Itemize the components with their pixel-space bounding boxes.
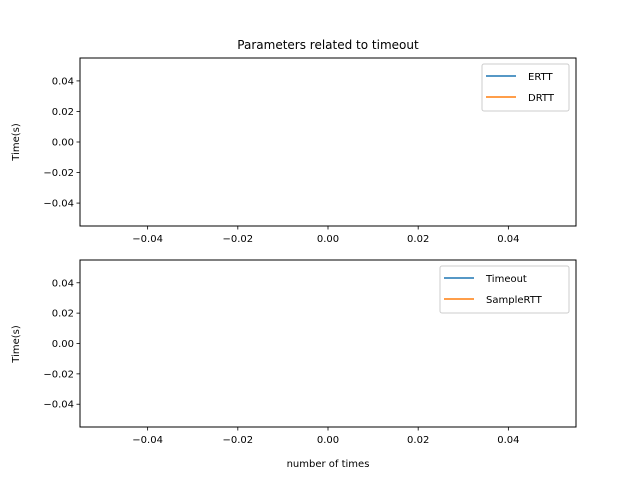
legend: ERTT DRTT — [481, 63, 570, 112]
legend-label: SampleRTT — [486, 295, 543, 306]
y-axis: 0.04 0.02 0.00 −0.02 −0.04 — [43, 76, 80, 210]
legend: Timeout SampleRTT — [439, 265, 570, 314]
x-tick-label: −0.02 — [222, 234, 253, 245]
y-tick-label: 0.04 — [52, 76, 74, 87]
x-tick-label: 0.02 — [407, 435, 429, 446]
legend-label: Timeout — [485, 274, 527, 285]
x-tick-label: −0.02 — [222, 435, 253, 446]
x-tick-label: 0.04 — [497, 435, 519, 446]
subplot-top: Parameters related to timeout −0.04 −0.02… — [11, 38, 577, 245]
y-tick-label: −0.02 — [43, 168, 74, 179]
legend-entry: Timeout — [444, 274, 527, 285]
x-axis: −0.04 −0.02 0.00 0.02 0.04 — [132, 427, 519, 446]
legend-entry: SampleRTT — [444, 295, 543, 306]
legend-box — [481, 63, 570, 112]
y-tick-label: −0.02 — [43, 369, 74, 380]
x-tick-label: 0.02 — [407, 234, 429, 245]
x-tick-label: 0.00 — [317, 234, 339, 245]
y-tick-label: 0.02 — [52, 309, 74, 320]
y-tick-label: −0.04 — [43, 199, 74, 210]
x-tick-label: 0.04 — [497, 234, 519, 245]
legend-entry: ERTT — [486, 72, 553, 83]
x-tick-label: −0.04 — [132, 435, 163, 446]
chart-title: Parameters related to timeout — [237, 38, 419, 52]
y-tick-label: 0.04 — [52, 278, 74, 289]
plot-area: −0.04 −0.02 0.00 0.02 0.04 0.04 0.02 0.00 −0.02… — [43, 57, 577, 245]
y-axis-label: Time(s) — [11, 325, 22, 364]
x-tick-label: −0.04 — [132, 234, 163, 245]
legend-label: ERTT — [528, 72, 553, 83]
plot-area: −0.04 −0.02 0.00 0.02 0.04 0.04 0.02 0.00 −0.02… — [43, 259, 577, 446]
y-tick-label: 0.00 — [52, 138, 74, 149]
subplot-bottom: −0.04 −0.02 0.00 0.02 0.04 0.04 0.02 0.00 −0.02… — [11, 259, 577, 470]
x-tick-label: 0.00 — [317, 435, 339, 446]
y-tick-label: 0.02 — [52, 107, 74, 118]
legend-label: DRTT — [528, 93, 555, 104]
y-tick-label: −0.04 — [43, 400, 74, 411]
y-axis: 0.04 0.02 0.00 −0.02 −0.04 — [43, 278, 80, 411]
x-axis: −0.04 −0.02 0.00 0.02 0.04 — [132, 226, 519, 245]
legend-entry: DRTT — [486, 93, 555, 104]
x-axis-label: number of times — [287, 459, 370, 470]
y-tick-label: 0.00 — [52, 339, 74, 350]
y-axis-label: Time(s) — [11, 123, 22, 162]
